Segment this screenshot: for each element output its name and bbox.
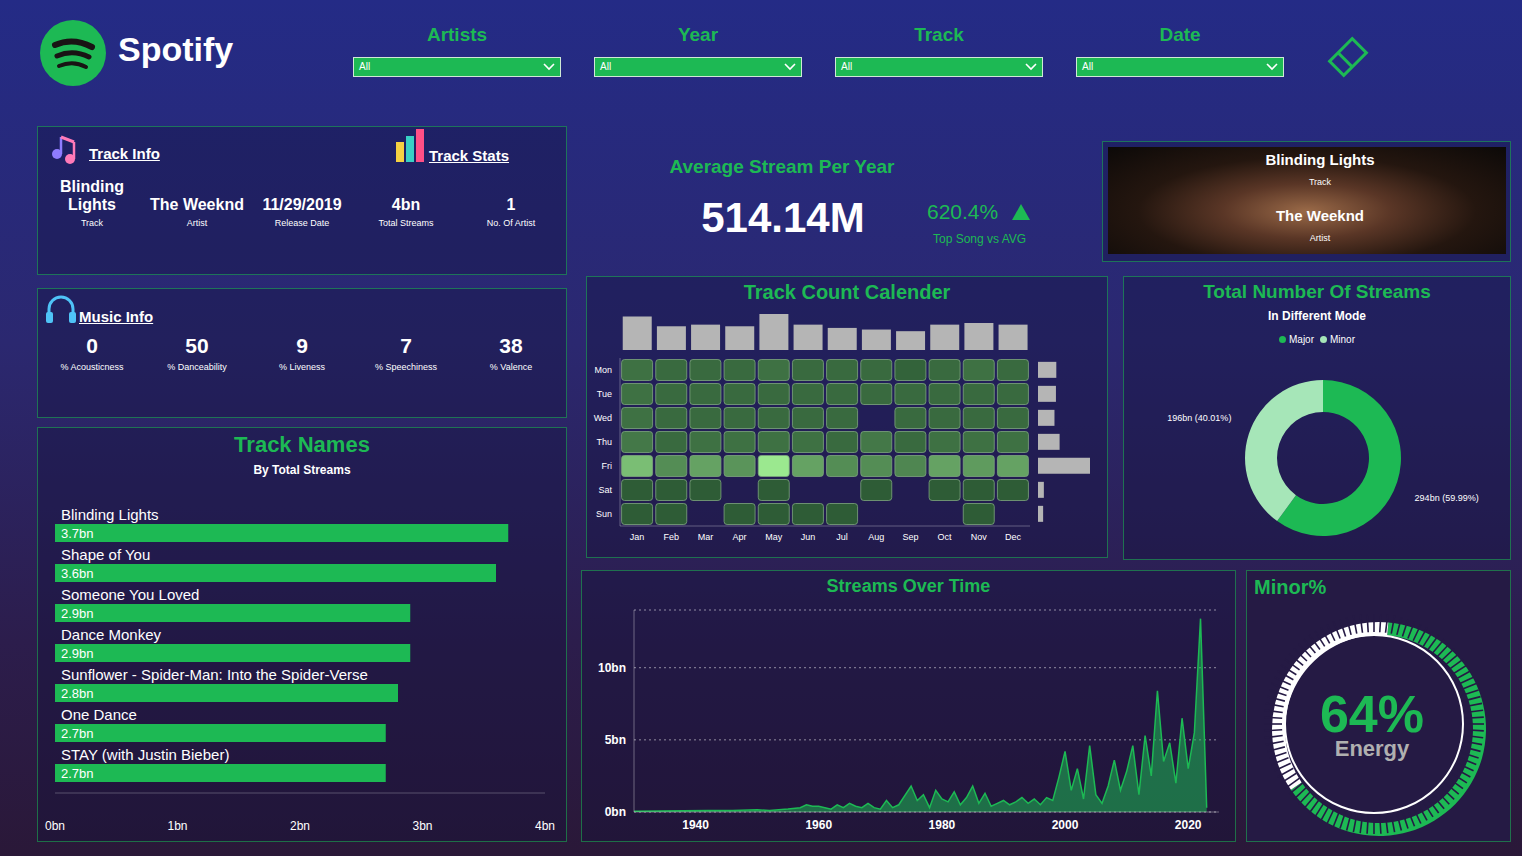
svg-text:2.9bn: 2.9bn bbox=[61, 646, 94, 661]
svg-text:Sep: Sep bbox=[902, 532, 918, 542]
html-text:% Speechiness: % Speechiness bbox=[375, 362, 437, 372]
html-text:The Weeknd: The Weeknd bbox=[150, 196, 244, 214]
svg-text:Dec: Dec bbox=[1005, 532, 1022, 542]
svg-text:Oct: Oct bbox=[938, 532, 953, 542]
svg-text:Sun: Sun bbox=[596, 509, 612, 519]
svg-text:5bn: 5bn bbox=[605, 733, 626, 747]
html-text:Track: Track bbox=[80, 218, 104, 228]
html-text:Artists: Artists bbox=[426, 24, 488, 45]
svg-text:1bn: 1bn bbox=[167, 819, 187, 833]
html-text:Top Song vs AVG: Top Song vs AVG bbox=[933, 232, 1027, 246]
svg-text:2.9bn: 2.9bn bbox=[61, 606, 94, 621]
html-text:Track: Track bbox=[1308, 177, 1332, 187]
html-text:Major: Major bbox=[1289, 334, 1314, 345]
svg-text:10bn: 10bn bbox=[598, 661, 626, 675]
svg-text:0bn: 0bn bbox=[45, 819, 65, 833]
html-text:Total Number Of Streams: Total Number Of Streams bbox=[1203, 281, 1431, 302]
svg-text:3.6bn: 3.6bn bbox=[61, 566, 94, 581]
html-text:% Acousticness: % Acousticness bbox=[60, 362, 124, 372]
html-text:620.4%: 620.4% bbox=[927, 200, 999, 223]
html-text:All: All bbox=[359, 61, 371, 72]
svg-text:2.7bn: 2.7bn bbox=[61, 726, 94, 741]
html-text:Minor%: Minor% bbox=[1254, 576, 1327, 598]
svg-text:Aug: Aug bbox=[868, 532, 884, 542]
html-text:1: 1 bbox=[506, 196, 516, 214]
html-text:7: 7 bbox=[400, 334, 412, 358]
html-text:The Weeknd: The Weeknd bbox=[1276, 207, 1364, 224]
html-text:Energy: Energy bbox=[1334, 736, 1410, 761]
html-text:514.14M: 514.14M bbox=[701, 194, 865, 241]
svg-text:STAY (with Justin Bieber): STAY (with Justin Bieber) bbox=[61, 746, 229, 763]
html-text:Date: Date bbox=[1159, 24, 1201, 45]
svg-text:2.8bn: 2.8bn bbox=[61, 686, 94, 701]
html-text:All: All bbox=[600, 61, 612, 72]
svg-text:1960: 1960 bbox=[805, 818, 832, 832]
svg-text:Tue: Tue bbox=[597, 389, 612, 399]
html-text:Track Stats: Track Stats bbox=[429, 147, 509, 164]
html-text:% Valence: % Valence bbox=[489, 362, 533, 372]
html-text:All: All bbox=[841, 61, 853, 72]
html-text:% Danceability: % Danceability bbox=[167, 362, 227, 372]
html-text:No. Of Artist: No. Of Artist bbox=[486, 218, 536, 228]
html-text:38: 38 bbox=[499, 334, 523, 358]
svg-text:2000: 2000 bbox=[1052, 818, 1079, 832]
svg-text:Jan: Jan bbox=[630, 532, 645, 542]
html-text:Minor: Minor bbox=[1330, 334, 1355, 345]
svg-text:Mar: Mar bbox=[698, 532, 714, 542]
html-text:Track Count Calender: Track Count Calender bbox=[743, 281, 951, 303]
svg-text:3.7bn: 3.7bn bbox=[61, 526, 94, 541]
svg-text:Someone You Loved: Someone You Loved bbox=[61, 586, 199, 603]
svg-text:Jun: Jun bbox=[801, 532, 816, 542]
svg-text:3bn: 3bn bbox=[412, 819, 432, 833]
html-text:50: 50 bbox=[185, 334, 209, 358]
html-text:0: 0 bbox=[86, 334, 98, 358]
html-text:Track: Track bbox=[914, 24, 964, 45]
html-text:Blinding Lights: Blinding Lights bbox=[1265, 151, 1375, 168]
svg-text:Blinding Lights: Blinding Lights bbox=[61, 506, 159, 523]
svg-text:2.7bn: 2.7bn bbox=[61, 766, 94, 781]
svg-text:294bn (59.99%): 294bn (59.99%) bbox=[1415, 493, 1479, 503]
svg-text:196bn (40.01%): 196bn (40.01%) bbox=[1167, 413, 1231, 423]
svg-text:Wed: Wed bbox=[594, 413, 612, 423]
html-text:All: All bbox=[1082, 61, 1094, 72]
svg-text:Shape of You: Shape of You bbox=[61, 546, 150, 563]
svg-text:Apr: Apr bbox=[733, 532, 747, 542]
html-text:Year: Year bbox=[677, 24, 719, 45]
svg-text:2020: 2020 bbox=[1175, 818, 1202, 832]
svg-text:Feb: Feb bbox=[663, 532, 679, 542]
svg-text:Nov: Nov bbox=[971, 532, 988, 542]
svg-text:0bn: 0bn bbox=[605, 805, 626, 819]
html-text:Blinding Lights: Blinding Lights bbox=[60, 178, 124, 214]
html-text:Spotify: Spotify bbox=[118, 30, 234, 68]
html-text:4bn: 4bn bbox=[391, 196, 421, 214]
svg-text:Thu: Thu bbox=[596, 437, 612, 447]
html-text:Release Date: Release Date bbox=[274, 218, 330, 228]
html-text:Track Info: Track Info bbox=[89, 145, 160, 162]
html-text:11/29/2019: 11/29/2019 bbox=[262, 196, 342, 214]
svg-text:One Dance: One Dance bbox=[61, 706, 137, 723]
svg-text:2bn: 2bn bbox=[290, 819, 310, 833]
svg-text:Dance Monkey: Dance Monkey bbox=[61, 626, 162, 643]
svg-text:Fri: Fri bbox=[602, 461, 613, 471]
html-text:Streams Over Time: Streams Over Time bbox=[826, 576, 991, 596]
svg-text:Mon: Mon bbox=[594, 365, 612, 375]
html-text:Artist: Artist bbox=[186, 218, 208, 228]
svg-text:1940: 1940 bbox=[682, 818, 709, 832]
html-text:9: 9 bbox=[296, 334, 308, 358]
html-text:64%: 64% bbox=[1320, 685, 1424, 743]
svg-text:May: May bbox=[765, 532, 783, 542]
html-text:Track Names: Track Names bbox=[234, 432, 370, 457]
html-text:Average Stream Per Year: Average Stream Per Year bbox=[669, 156, 895, 177]
html-text:In Different Mode: In Different Mode bbox=[1268, 309, 1366, 323]
html-text:Music Info: Music Info bbox=[79, 308, 154, 325]
html-text:By Total Streams: By Total Streams bbox=[253, 463, 351, 477]
svg-text:4bn: 4bn bbox=[535, 819, 555, 833]
html-text:Total Streams: Total Streams bbox=[378, 218, 434, 228]
html-text:% Liveness: % Liveness bbox=[279, 362, 325, 372]
svg-text:Jul: Jul bbox=[836, 532, 848, 542]
svg-text:Sat: Sat bbox=[598, 485, 612, 495]
svg-text:Sunflower - Spider-Man: Into t: Sunflower - Spider-Man: Into the Spider-… bbox=[61, 666, 368, 683]
svg-text:1980: 1980 bbox=[929, 818, 956, 832]
html-text:Artist: Artist bbox=[1309, 233, 1331, 243]
